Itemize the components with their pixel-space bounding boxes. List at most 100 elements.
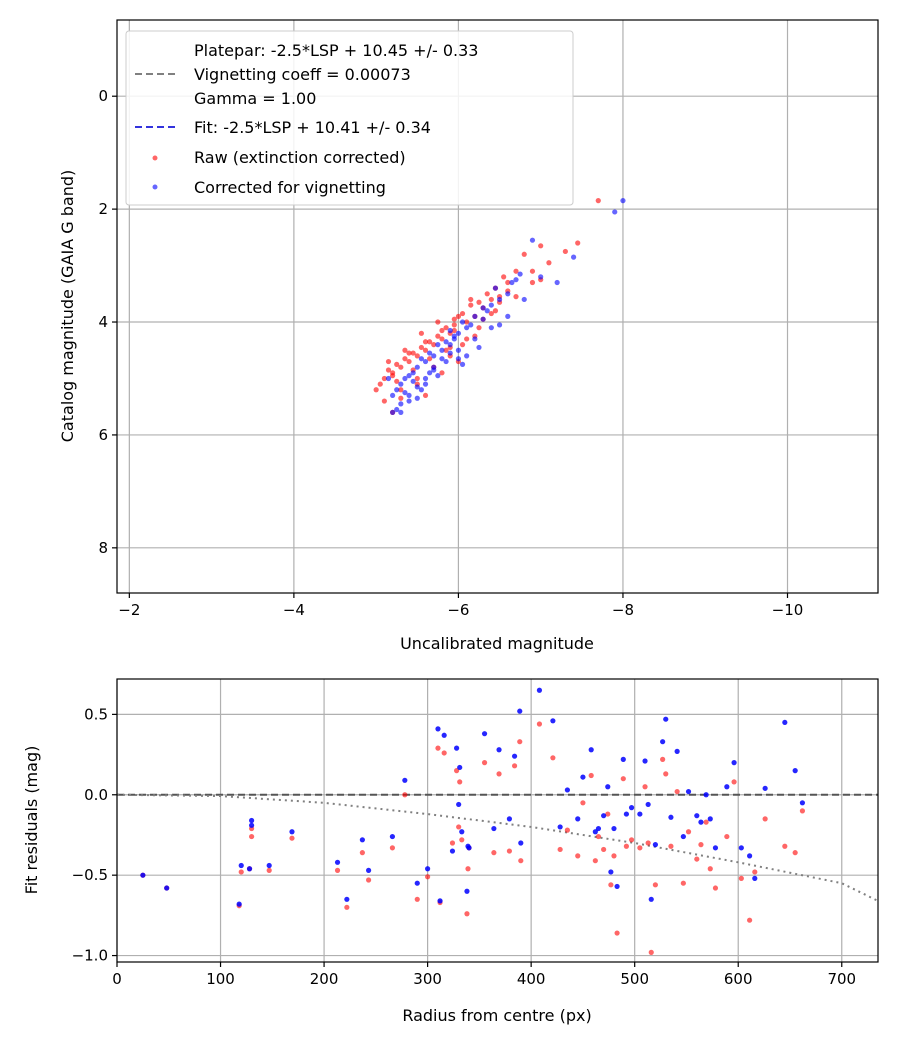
calibration-point-raw: [406, 350, 412, 356]
residuals-point-raw: [366, 877, 372, 883]
calibration-point-corrected: [390, 409, 396, 415]
calibration-x-tick-label: −10: [772, 601, 804, 619]
calibration-point-raw: [505, 279, 511, 286]
residuals-point-corrected: [441, 732, 447, 738]
calibration-point-corrected: [455, 330, 462, 336]
calibration-point-corrected: [496, 296, 503, 303]
calibration-point-corrected: [571, 254, 577, 260]
residuals-x-tick-label: 600: [724, 970, 753, 988]
residuals-point-raw: [402, 792, 408, 798]
residuals-point-corrected: [437, 898, 443, 904]
calibration-point-corrected: [414, 364, 420, 370]
calibration-point-raw: [427, 356, 433, 362]
calibration-point-corrected: [459, 319, 466, 325]
legend-corrected-text: Corrected for vignetting: [194, 178, 386, 197]
residuals-point-raw: [660, 756, 666, 763]
residuals-point-corrected: [703, 792, 709, 798]
calibration-point-raw: [464, 336, 470, 342]
calibration-points: [373, 198, 626, 415]
residuals-point-raw: [266, 867, 272, 873]
calibration-point-corrected: [447, 350, 453, 356]
residuals-point-raw: [712, 885, 719, 891]
calibration-point-corrected: [406, 392, 412, 399]
calibration-point-corrected: [488, 302, 494, 308]
calibration-point-raw: [492, 308, 499, 314]
calibration-point-raw: [451, 322, 457, 328]
calibration-point-raw: [451, 316, 457, 322]
calibration-point-corrected: [496, 322, 503, 328]
residuals-point-raw: [698, 842, 704, 848]
residuals-points: [140, 687, 806, 955]
residuals-point-raw: [663, 771, 669, 777]
residuals-point-raw: [249, 833, 255, 840]
residuals-point-raw: [611, 853, 617, 859]
calibration-point-corrected: [455, 356, 462, 362]
residuals-point-corrected: [707, 816, 713, 822]
calibration-point-raw: [394, 361, 400, 367]
calibration-point-corrected: [435, 342, 441, 348]
calibration-y-tick-label: 0: [98, 87, 108, 105]
residuals-point-raw: [652, 882, 658, 888]
residuals-point-corrected: [414, 880, 420, 886]
calibration-point-raw: [513, 294, 519, 300]
calibration-point-corrected: [480, 316, 486, 322]
residuals-point-raw: [799, 808, 806, 814]
legend-platepar-line-1: Platepar: -2.5*LSP + 10.45 +/- 0.33: [194, 41, 478, 60]
calibration-y-ticks: 0 2 4 6 8: [98, 87, 117, 557]
calibration-point-corrected: [435, 373, 441, 379]
residuals-point-corrected: [557, 824, 563, 830]
residuals-point-corrected: [712, 845, 719, 851]
residuals-point-raw: [575, 853, 581, 859]
residuals-point-raw: [344, 904, 350, 910]
calibration-point-corrected: [612, 209, 618, 215]
calibration-point-raw: [414, 353, 420, 359]
calibration-y-tick-label: 2: [98, 200, 108, 218]
residuals-point-raw: [550, 755, 556, 761]
residuals-point-corrected: [511, 753, 518, 759]
calibration-point-raw: [455, 313, 462, 319]
residuals-point-corrected: [663, 716, 669, 722]
calibration-point-corrected: [398, 401, 404, 407]
calibration-point-corrected: [521, 296, 527, 303]
legend-corrected-marker: [152, 184, 158, 190]
residuals-point-raw: [454, 768, 460, 774]
residuals-point-raw: [747, 917, 753, 923]
calibration-point-raw: [464, 319, 470, 325]
residuals-point-raw: [668, 843, 674, 849]
residuals-point-corrected: [402, 777, 408, 783]
residuals-point-raw: [359, 850, 365, 856]
calibration-x-axis-label: Uncalibrated magnitude: [400, 634, 594, 653]
residuals-x-tick-label: 300: [413, 970, 442, 988]
calibration-point-corrected: [509, 279, 515, 286]
legend-fit-text: Fit: -2.5*LSP + 10.41 +/- 0.34: [194, 118, 431, 137]
calibration-point-corrected: [427, 350, 433, 356]
residuals-point-corrected: [334, 859, 341, 865]
residuals-point-raw: [441, 750, 447, 756]
residuals-point-corrected: [605, 784, 611, 790]
residuals-point-corrected: [249, 822, 255, 828]
calibration-point-corrected: [447, 342, 453, 348]
residuals-point-raw: [496, 771, 502, 777]
calibration-point-corrected: [422, 375, 429, 382]
residuals-point-raw: [414, 896, 420, 902]
residuals-point-corrected: [782, 719, 788, 726]
residuals-point-raw: [518, 858, 524, 864]
calibration-point-raw: [381, 398, 387, 404]
residuals-point-raw: [491, 850, 497, 856]
residuals-point-raw: [425, 874, 431, 880]
residuals-point-raw: [580, 800, 586, 806]
calibration-point-corrected: [398, 381, 404, 387]
calibration-point-raw: [443, 325, 449, 331]
calibration-point-corrected: [492, 285, 499, 291]
residuals-point-corrected: [266, 862, 272, 869]
residuals-point-raw: [506, 848, 513, 854]
calibration-point-raw: [394, 378, 400, 384]
calibration-point-raw: [373, 387, 379, 393]
residuals-point-corrected: [466, 845, 472, 851]
calibration-point-corrected: [418, 356, 424, 362]
legend-platepar-line-3: Gamma = 1.00: [194, 89, 316, 108]
residuals-point-corrected: [614, 883, 620, 890]
residuals-point-corrected: [674, 748, 680, 754]
residuals-point-raw: [595, 833, 602, 840]
